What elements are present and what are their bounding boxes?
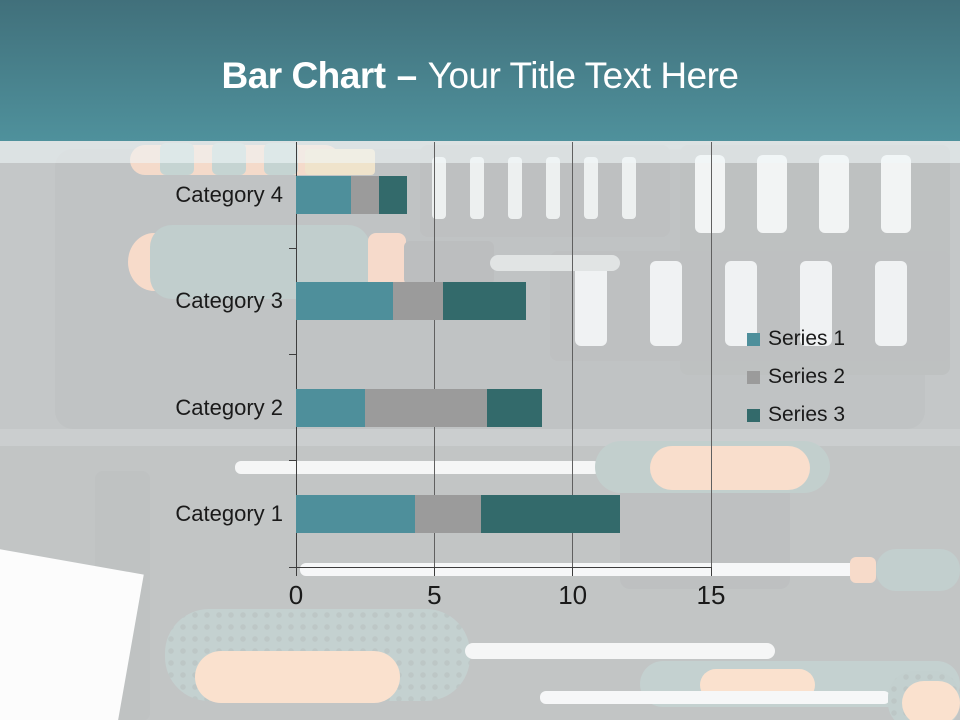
x-axis-label: 15 <box>696 580 726 610</box>
bar-segment-series-1-category-2 <box>296 388 366 427</box>
x-axis-tick <box>572 567 574 576</box>
slide-title[interactable]: Bar Chart – Your Title Text Here <box>221 45 739 97</box>
chart-legend: Series 1 Series 2 Series 3 <box>747 320 845 434</box>
legend-label-series-1: Series 1 <box>768 327 846 350</box>
bar-segment-series-2-category-3 <box>392 282 443 321</box>
legend-item-series-3: Series 3 <box>747 396 845 434</box>
category-label: Category 4 <box>175 182 283 208</box>
title-placeholder-text: Your Title Text Here <box>427 54 739 96</box>
category-label: Category 2 <box>175 394 283 420</box>
bar-segment-series-1-category-4 <box>296 176 352 215</box>
bar-segment-series-3-category-4 <box>379 176 407 215</box>
legend-swatch-series-2-icon <box>747 370 760 384</box>
legend-item-series-2: Series 2 <box>747 358 845 396</box>
x-axis-tick <box>710 567 712 576</box>
legend-swatch-series-3-icon <box>747 408 760 422</box>
x-axis-tick <box>433 567 435 576</box>
bar-segment-series-1-category-3 <box>296 282 393 321</box>
bar-segment-series-3-category-1 <box>481 494 620 533</box>
category-axis-line <box>295 142 297 567</box>
gridline-x-5 <box>433 142 435 567</box>
legend-item-series-1: Series 1 <box>747 320 845 358</box>
title-separator: – <box>396 54 418 96</box>
value-axis-line <box>289 566 711 568</box>
title-prefix: Bar Chart <box>221 54 386 96</box>
x-axis-label: 0 <box>288 580 304 610</box>
x-axis-tick <box>295 567 297 576</box>
gridline-x-15 <box>710 142 712 567</box>
bar-segment-series-3-category-2 <box>486 388 543 427</box>
gridline-x-10 <box>572 142 574 567</box>
bar-segment-series-2-category-4 <box>351 176 379 215</box>
header-light-band <box>0 141 960 163</box>
legend-label-series-3: Series 3 <box>768 403 846 426</box>
category-label: Category 1 <box>175 500 283 526</box>
slide-header: Bar Chart – Your Title Text Here <box>0 0 960 141</box>
x-axis-label: 5 <box>427 580 442 610</box>
legend-swatch-series-1-icon <box>747 332 760 346</box>
category-axis-tick <box>289 247 296 249</box>
bar-segment-series-3-category-3 <box>442 282 526 321</box>
category-axis-tick <box>289 354 296 355</box>
category-axis-tick <box>289 460 296 462</box>
bar-segment-series-1-category-1 <box>296 494 415 533</box>
bar-segment-series-2-category-2 <box>365 388 487 427</box>
photo-white-overlay <box>0 141 960 720</box>
legend-label-series-2: Series 2 <box>768 365 846 388</box>
bar-segment-series-2-category-1 <box>414 494 482 533</box>
x-axis-label: 10 <box>558 580 588 610</box>
category-label: Category 3 <box>175 288 283 314</box>
